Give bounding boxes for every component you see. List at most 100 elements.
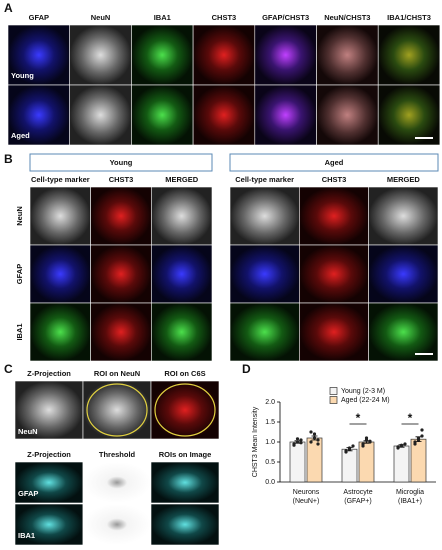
micrograph — [29, 244, 91, 304]
row-label: NeuN — [15, 206, 24, 226]
column-label: Z-Projection — [27, 450, 71, 459]
data-point — [413, 440, 417, 444]
panel-label: C — [4, 362, 13, 376]
micrograph — [151, 186, 213, 246]
micrograph — [82, 380, 152, 440]
column-label: ROI on NeuN — [94, 369, 140, 378]
micrograph — [90, 302, 152, 362]
micrograph — [14, 380, 84, 440]
legend-label: Young (2-3 M) — [341, 388, 385, 395]
legend-label: Aged (22-24 M) — [341, 397, 390, 404]
y-tick-label: 0.5 — [265, 459, 275, 466]
data-point — [299, 438, 303, 442]
column-label: Threshold — [99, 450, 136, 459]
column-label: ROIs on Image — [159, 450, 212, 459]
column-label: Cell-type marker — [235, 175, 294, 184]
column-label: CHST3 — [322, 175, 347, 184]
bar — [358, 441, 375, 483]
data-point — [316, 442, 320, 446]
y-axis-label: CHST3 Mean Intensity — [252, 406, 259, 477]
panel-label: D — [242, 362, 251, 376]
row-label: GFAP — [18, 489, 38, 498]
micrograph — [7, 84, 71, 146]
data-point — [295, 437, 300, 441]
data-point — [309, 430, 313, 434]
y-tick-label: 2.0 — [265, 399, 275, 406]
row-label: NeuN — [18, 427, 38, 436]
row-label: Aged — [11, 131, 30, 140]
column-label: IBA1 — [154, 13, 171, 22]
data-point — [299, 441, 303, 445]
data-point — [368, 439, 372, 443]
micrograph — [368, 302, 439, 362]
micrograph — [82, 461, 152, 504]
micrograph — [316, 24, 379, 86]
bar — [289, 441, 306, 483]
row-label: IBA1 — [15, 323, 24, 340]
micrograph — [377, 24, 441, 86]
data-point — [351, 444, 355, 448]
legend-swatch — [329, 396, 338, 404]
column-label: Z-Projection — [27, 369, 71, 378]
micrograph — [90, 186, 152, 246]
data-point — [344, 449, 348, 453]
micrograph — [150, 461, 220, 504]
data-point — [309, 440, 313, 444]
micrograph — [151, 244, 213, 304]
bar — [306, 437, 323, 483]
column-label: GFAP/CHST3 — [262, 13, 309, 22]
row-label: IBA1 — [18, 531, 35, 540]
data-point — [420, 428, 424, 432]
micrograph — [192, 24, 256, 86]
micrograph — [192, 84, 256, 146]
y-tick-label: 1.5 — [265, 419, 275, 426]
micrograph — [254, 84, 317, 146]
column-label: MERGED — [165, 175, 199, 184]
group-box — [29, 153, 213, 172]
group-title: Aged — [325, 158, 344, 167]
micrograph — [368, 244, 439, 304]
column-label: NeuN/CHST3 — [324, 13, 370, 22]
roi-outline — [154, 383, 216, 437]
micrograph — [90, 244, 152, 304]
significance-mark: * — [356, 411, 361, 425]
micrograph — [69, 24, 132, 86]
micrograph — [299, 244, 369, 304]
data-point — [312, 436, 317, 440]
data-point — [347, 447, 352, 451]
micrograph — [29, 186, 91, 246]
micrograph — [229, 244, 300, 304]
bar — [341, 448, 358, 483]
roi-outline — [86, 383, 148, 437]
x-tick-label: Neurons — [293, 489, 320, 496]
micrograph — [229, 302, 300, 362]
column-label: Cell-type marker — [31, 175, 90, 184]
micrograph — [131, 84, 194, 146]
micrograph — [131, 24, 194, 86]
micrograph — [299, 186, 369, 246]
data-point — [316, 438, 320, 442]
group-title: Young — [110, 158, 133, 167]
micrograph — [254, 24, 317, 86]
data-point — [399, 444, 404, 448]
micrograph — [150, 380, 220, 440]
legend-swatch — [329, 387, 338, 395]
column-label: GFAP — [29, 13, 49, 22]
y-tick-label: 1.0 — [265, 439, 275, 446]
data-point — [312, 432, 317, 436]
data-point — [292, 443, 296, 447]
micrograph — [151, 302, 213, 362]
panel-label: B — [4, 152, 13, 166]
data-point — [364, 436, 369, 440]
data-point — [420, 434, 424, 438]
panel-label: A — [4, 1, 13, 15]
x-tick-label: Astrocyte — [343, 489, 372, 496]
x-tick-label: (GFAP+) — [344, 498, 371, 505]
micrograph — [14, 461, 84, 504]
row-label: Young — [11, 71, 34, 80]
micrograph — [316, 84, 379, 146]
column-label: MERGED — [387, 175, 421, 184]
data-point — [361, 444, 365, 448]
micrograph — [150, 503, 220, 546]
